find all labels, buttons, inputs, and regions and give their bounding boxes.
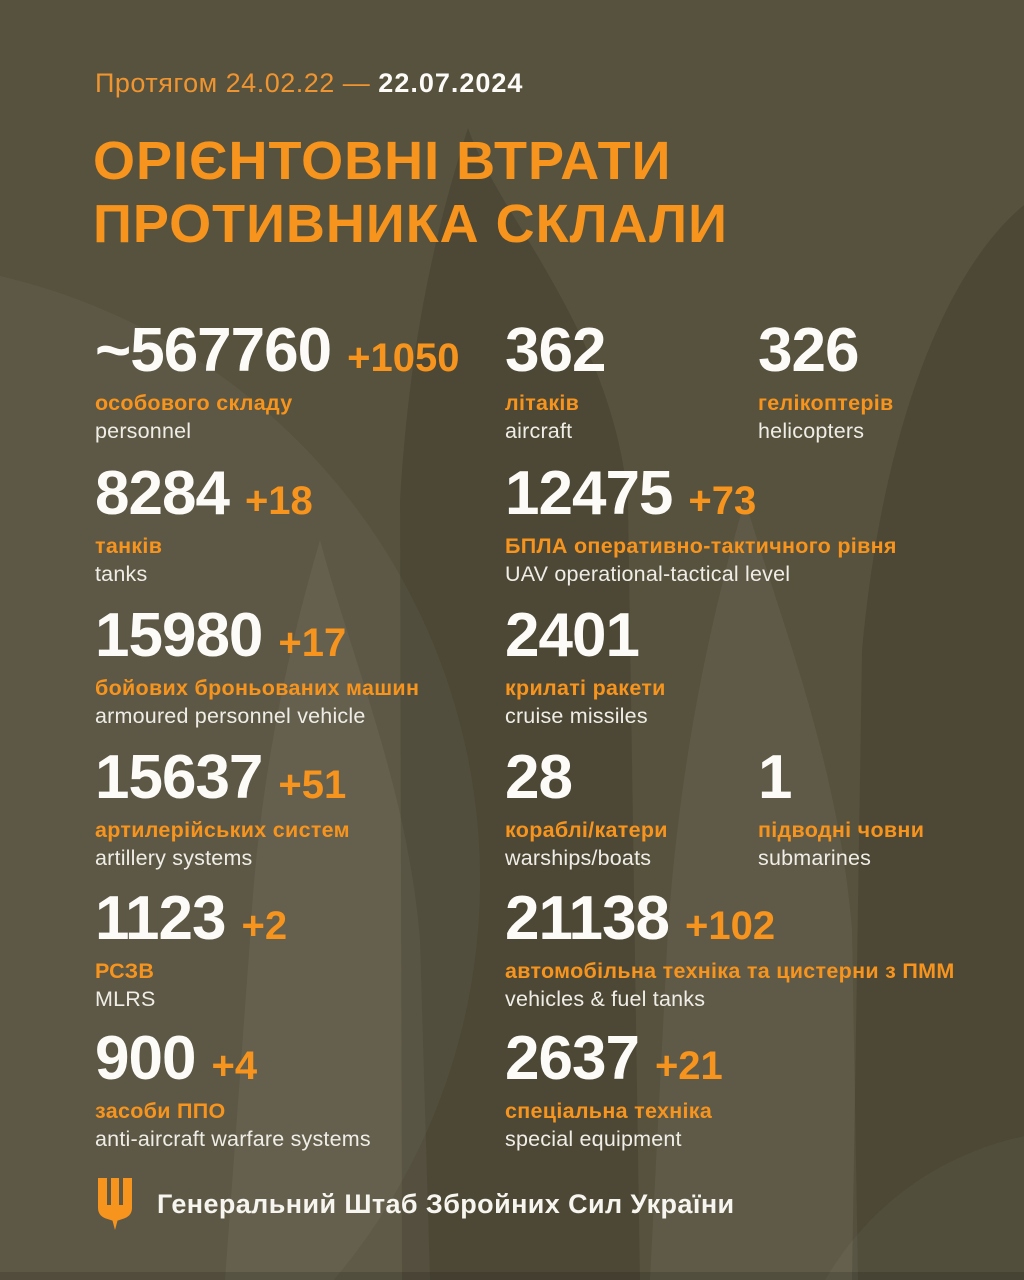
stat-label-uk: спеціальна техніка bbox=[505, 1099, 713, 1123]
background-shell-dark-center bbox=[400, 128, 640, 1280]
stat-label-uk: артилерійських систем bbox=[95, 818, 350, 842]
stat-delta: +18 bbox=[244, 479, 313, 523]
stat-delta: +21 bbox=[654, 1044, 723, 1088]
background-shell-dark-right bbox=[852, 205, 1024, 1280]
stat-label-en: helicopters bbox=[758, 419, 865, 443]
stat-label-en: tanks bbox=[95, 562, 148, 586]
stat-warships: 28 кораблі/катери warships/boats bbox=[505, 747, 668, 871]
stat-delta: +1050 bbox=[347, 336, 460, 380]
stat-label-en: artillery systems bbox=[95, 846, 253, 870]
stat-value: 362 bbox=[505, 316, 606, 385]
stat-label-en: armoured personnel vehicle bbox=[95, 704, 366, 728]
stat-value: 1123 bbox=[95, 884, 227, 953]
stat-value: 900 bbox=[95, 1024, 196, 1093]
background-bottom-strip bbox=[0, 1272, 1024, 1280]
stat-label-uk: кораблі/катери bbox=[505, 818, 668, 842]
stat-uav: 12475 +73 БПЛА оперативно-тактичного рівн… bbox=[505, 463, 897, 587]
title-line-2: ПРОТИВНИКА СКЛАЛИ bbox=[93, 194, 728, 255]
footer-org-name: Генеральний Штаб Збройних Сил України bbox=[157, 1188, 735, 1219]
stat-mlrs: 1123 +2 РСЗВ MLRS bbox=[95, 888, 287, 1012]
stat-helicopters: 326 гелікоптерів helicopters bbox=[758, 320, 894, 444]
stat-aircraft: 362 літаків aircraft bbox=[505, 320, 621, 444]
stat-value: 28 bbox=[505, 743, 573, 812]
stat-label-uk: особового складу bbox=[95, 391, 293, 415]
stat-label-uk: підводні човни bbox=[758, 818, 925, 842]
stat-label-en: UAV operational-tactical level bbox=[505, 562, 791, 586]
stat-label-en: personnel bbox=[95, 419, 192, 443]
stat-delta: +4 bbox=[211, 1044, 258, 1088]
stat-label-en: MLRS bbox=[95, 987, 156, 1011]
stat-label-en: cruise missiles bbox=[505, 704, 648, 728]
stat-label-uk: БПЛА оперативно-тактичного рівня bbox=[505, 534, 897, 558]
stat-label-en: special equipment bbox=[505, 1127, 682, 1151]
stat-label-uk: засоби ППО bbox=[95, 1099, 226, 1123]
stat-anti-aircraft: 900 +4 засоби ППО anti-aircraft warfare s… bbox=[95, 1028, 371, 1152]
stat-label-en: aircraft bbox=[505, 419, 573, 443]
stat-label-uk: бойових броньованих машин bbox=[95, 676, 420, 700]
stat-delta: +73 bbox=[688, 479, 757, 523]
stat-label-en: submarines bbox=[758, 846, 872, 870]
stat-label-uk: крилаті ракети bbox=[505, 676, 666, 700]
page-title: ОРІЄНТОВНІ ВТРАТИ ПРОТИВНИКА СКЛАЛИ bbox=[93, 130, 728, 256]
stat-delta: +51 bbox=[278, 763, 347, 807]
period-date: 22.07.2024 bbox=[378, 68, 524, 98]
report-period: Протягом 24.02.22 — 22.07.2024 bbox=[95, 68, 523, 99]
stat-value: 15637 bbox=[95, 743, 263, 812]
stat-special-equipment: 2637 +21 спеціальна техніка special equip… bbox=[505, 1028, 723, 1152]
stat-value: 2637 bbox=[505, 1024, 640, 1093]
stat-value: 1 bbox=[758, 743, 792, 812]
stat-personnel: ~567760 +1050 особового складу personnel bbox=[95, 320, 459, 444]
background-shell-light-right bbox=[650, 500, 858, 1280]
stat-label-uk: гелікоптерів bbox=[758, 391, 894, 415]
stat-label-uk: танків bbox=[95, 534, 163, 558]
stat-value: 12475 bbox=[505, 459, 673, 528]
stat-value: ~567760 bbox=[95, 316, 332, 385]
stat-tanks: 8284 +18 танків tanks bbox=[95, 463, 313, 587]
stat-value: 326 bbox=[758, 316, 859, 385]
stat-label-en: warships/boats bbox=[505, 846, 652, 870]
background-shell-light-left bbox=[225, 540, 430, 1280]
stat-armoured-vehicles: 15980 +17 бойових броньованих машин armou… bbox=[95, 605, 419, 729]
stat-delta: +17 bbox=[278, 621, 347, 665]
footer: Генеральний Штаб Збройних Сил України bbox=[95, 1178, 735, 1230]
stat-artillery: 15637 +51 артилерійських систем artillery… bbox=[95, 747, 350, 871]
stat-value: 2401 bbox=[505, 601, 640, 670]
stat-value: 15980 bbox=[95, 601, 263, 670]
stat-label-uk: автомобільна техніка та цистерни з ПММ bbox=[505, 959, 955, 983]
stat-label-uk: літаків bbox=[505, 391, 580, 415]
stat-vehicles-fuel-tanks: 21138 +102 автомобільна техніка та цистер… bbox=[505, 888, 955, 1012]
tryzub-trident-icon bbox=[98, 1178, 132, 1230]
background-circle-left bbox=[0, 276, 480, 1280]
period-prefix: Протягом 24.02.22 — bbox=[95, 68, 371, 98]
stat-submarines: 1 підводні човни submarines bbox=[758, 747, 924, 871]
stat-cruise-missiles: 2401 крилаті ракети cruise missiles bbox=[505, 605, 666, 729]
stat-value: 8284 bbox=[95, 459, 230, 528]
stat-label-en: vehicles & fuel tanks bbox=[505, 987, 706, 1011]
title-line-1: ОРІЄНТОВНІ ВТРАТИ bbox=[93, 131, 672, 191]
stat-label-uk: РСЗВ bbox=[95, 959, 155, 983]
stat-label-en: anti-aircraft warfare systems bbox=[95, 1127, 371, 1151]
stat-value: 21138 bbox=[505, 884, 670, 953]
stat-delta: +102 bbox=[685, 904, 776, 948]
stat-delta: +2 bbox=[241, 904, 288, 948]
